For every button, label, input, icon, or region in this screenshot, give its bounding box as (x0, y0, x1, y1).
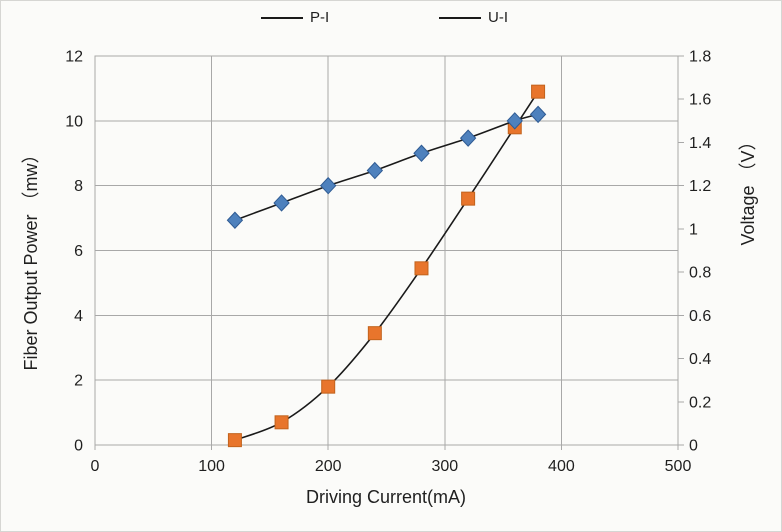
x-tick-label: 500 (665, 458, 692, 475)
y-right-tick-label: 0 (689, 438, 698, 455)
x-tick-label: 100 (198, 458, 225, 475)
x-tick-label: 300 (431, 458, 458, 475)
series-line-p-i (234, 91, 539, 441)
y-left-tick-label: 10 (65, 113, 83, 130)
marker-diamond-u-i (366, 161, 384, 180)
legend-line-sample-pi (261, 17, 303, 19)
x-tick-label: 400 (548, 458, 575, 475)
legend-label-ui: U-I (488, 9, 508, 26)
marker-diamond-u-i (273, 194, 290, 212)
marker-square-p-i (531, 84, 546, 99)
y-right-tick-label: 0.6 (689, 308, 711, 325)
legend-item-pi: P-I (261, 8, 329, 28)
y-left-tick-label: 6 (74, 243, 83, 260)
marker-square-p-i (414, 261, 429, 276)
y-left-tick-label: 2 (74, 373, 83, 390)
y-right-tick-label: 0.4 (689, 351, 711, 368)
y-right-tick-label: 1.8 (689, 49, 711, 66)
y-right-tick-label: 1 (689, 221, 698, 238)
legend-item-ui: U-I (439, 8, 508, 28)
y-left-tick-label: 0 (74, 438, 83, 455)
marker-diamond-u-i (529, 105, 547, 124)
marker-square-p-i (227, 433, 242, 448)
legend-line-sample-ui (439, 17, 481, 19)
x-axis-title: Driving Current(mA) (305, 487, 467, 507)
plot-frame (94, 55, 679, 446)
marker-diamond-u-i (226, 211, 244, 229)
marker-diamond-u-i (506, 112, 523, 130)
y-left-tick-label: 12 (65, 49, 83, 66)
x-tick-label: 200 (315, 458, 342, 475)
marker-square-p-i (321, 379, 336, 394)
marker-square-p-i (274, 415, 289, 430)
y-left-tick-label: 4 (74, 308, 83, 325)
x-tick-label: 0 (91, 458, 100, 475)
y-right-tick-label: 1.2 (689, 178, 711, 195)
marker-square-p-i (461, 191, 476, 206)
marker-square-p-i (367, 326, 382, 341)
y-right-tick-label: 1.4 (689, 135, 711, 152)
y-right-tick-label: 1.6 (689, 92, 711, 109)
marker-diamond-u-i (320, 176, 337, 195)
legend-label-pi: P-I (310, 9, 330, 26)
marker-diamond-u-i (459, 129, 477, 147)
y-left-tick-label: 8 (74, 178, 83, 195)
marker-diamond-u-i (413, 144, 430, 162)
y-right-tick-label: 0.2 (689, 394, 711, 411)
y-right-tick-label: 0.8 (689, 265, 711, 282)
